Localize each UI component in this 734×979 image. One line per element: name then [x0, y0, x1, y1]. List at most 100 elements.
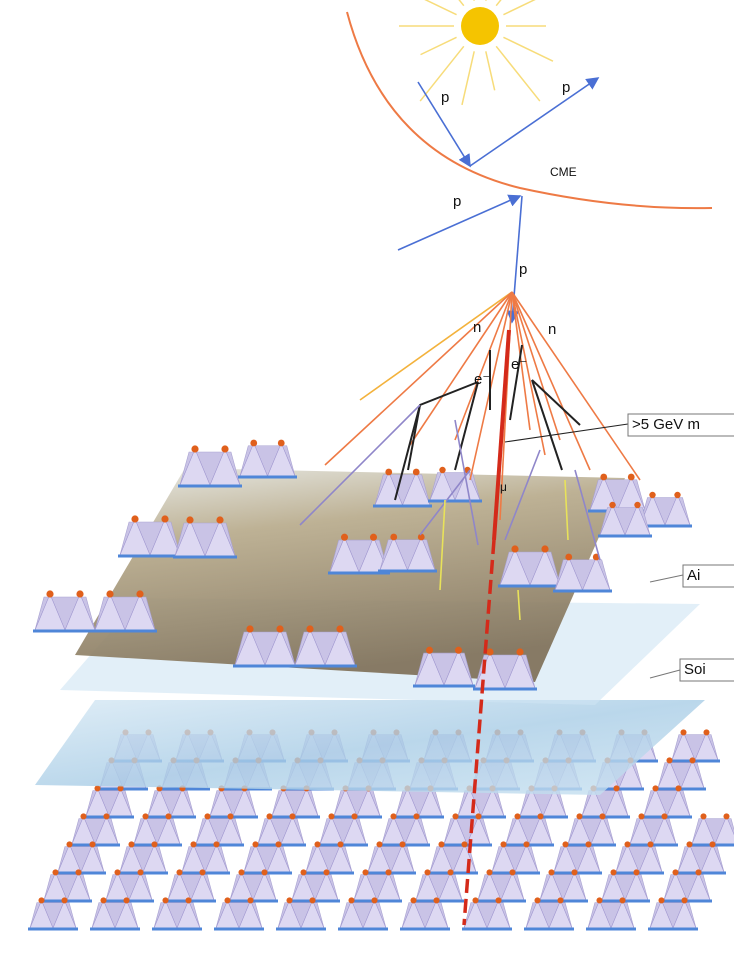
- detector: [93, 590, 157, 633]
- detector-sensor: [454, 646, 463, 654]
- detector-sensor: [674, 491, 681, 499]
- shower-track: [531, 379, 581, 426]
- detector-sensor: [38, 897, 45, 904]
- sun-ray: [458, 0, 465, 7]
- detector-sensor: [633, 869, 640, 876]
- detector-sensor: [439, 466, 446, 474]
- detector: [648, 897, 698, 931]
- detector-sensor: [700, 813, 707, 820]
- detector: [90, 897, 140, 931]
- shower-track: [324, 291, 513, 466]
- detector-sensor: [216, 516, 224, 524]
- shower-track: [439, 499, 446, 591]
- detector-sensor: [537, 813, 544, 820]
- detector: [173, 516, 237, 559]
- detector-sensor: [224, 897, 231, 904]
- detector-sensor: [452, 813, 459, 820]
- detector-sensor: [306, 625, 314, 633]
- detector-sensor: [647, 841, 654, 848]
- detector-sensor: [340, 533, 349, 541]
- detector: [586, 897, 636, 931]
- detector-sensor: [412, 468, 420, 476]
- detector: [428, 466, 482, 503]
- shower-track: [511, 291, 591, 471]
- cme-label: CME: [550, 165, 577, 179]
- shower-track: [407, 404, 421, 471]
- detector-sensor: [438, 841, 445, 848]
- detector-sensor: [266, 813, 273, 820]
- detector-sensor: [221, 445, 229, 453]
- detector: [428, 841, 478, 875]
- detector-sensor: [619, 897, 626, 904]
- detector-sensor: [424, 869, 431, 876]
- detector-sensor: [562, 841, 569, 848]
- detector: [84, 785, 134, 819]
- shower-track: [511, 291, 546, 456]
- detector-sensor: [176, 869, 183, 876]
- detector-sensor: [89, 841, 96, 848]
- detector: [318, 813, 368, 847]
- shower-track: [517, 589, 521, 621]
- shower-track: [511, 291, 641, 481]
- sun-ray: [420, 36, 457, 56]
- detector: [28, 897, 78, 931]
- detector-sensor: [447, 869, 454, 876]
- detector-sensor: [103, 813, 110, 820]
- sun-ray: [419, 45, 465, 102]
- electron-label: e⁻: [511, 356, 527, 373]
- shower-track: [504, 449, 541, 541]
- detector: [70, 813, 120, 847]
- detector-sensor: [672, 869, 679, 876]
- detector-sensor: [516, 648, 524, 656]
- detector-sensor: [250, 439, 258, 447]
- detector-sensor: [289, 813, 296, 820]
- detector-sensor: [649, 491, 656, 499]
- detector: [33, 590, 97, 633]
- detector-sensor: [390, 533, 398, 541]
- detector-sensor: [703, 729, 710, 736]
- detector-sensor: [277, 439, 285, 447]
- detector-sensor: [162, 897, 169, 904]
- detector-sensor: [204, 813, 211, 820]
- shower-track: [511, 291, 561, 441]
- detector: [378, 533, 437, 573]
- detector-sensor: [336, 625, 344, 633]
- detector-sensor: [627, 473, 635, 481]
- detector-sensor: [390, 813, 397, 820]
- detector: [676, 841, 726, 875]
- callout: >5 GeV m: [504, 413, 734, 443]
- detector: [504, 813, 554, 847]
- detector: [293, 625, 357, 668]
- sun-ray: [503, 0, 536, 16]
- detector-sensor: [185, 897, 192, 904]
- detector-sensor: [137, 869, 144, 876]
- detector: [152, 897, 202, 931]
- detector-sensor: [106, 590, 114, 598]
- detector-sensor: [495, 897, 502, 904]
- detector-sensor: [314, 841, 321, 848]
- detector: [166, 869, 216, 903]
- detector: [146, 785, 196, 819]
- detector-sensor: [142, 813, 149, 820]
- detector: [380, 813, 430, 847]
- detector-sensor: [658, 897, 665, 904]
- detector-sensor: [534, 897, 541, 904]
- shower-track: [574, 469, 601, 561]
- detector-sensor: [376, 841, 383, 848]
- detector: [600, 869, 650, 903]
- callout-label: Soi: [684, 661, 706, 678]
- detector-sensor: [557, 897, 564, 904]
- detector-sensor: [523, 841, 530, 848]
- detector: [104, 869, 154, 903]
- detector-sensor: [46, 590, 54, 598]
- detector-sensor: [385, 468, 393, 476]
- detector-sensor: [666, 757, 673, 764]
- detector-sensor: [686, 841, 693, 848]
- sun-ray: [424, 0, 457, 16]
- detector-sensor: [634, 501, 641, 509]
- shower-track: [454, 291, 513, 441]
- shower-track: [511, 291, 531, 431]
- callout-label: >5 GeV m: [632, 416, 700, 433]
- detector: [238, 439, 297, 479]
